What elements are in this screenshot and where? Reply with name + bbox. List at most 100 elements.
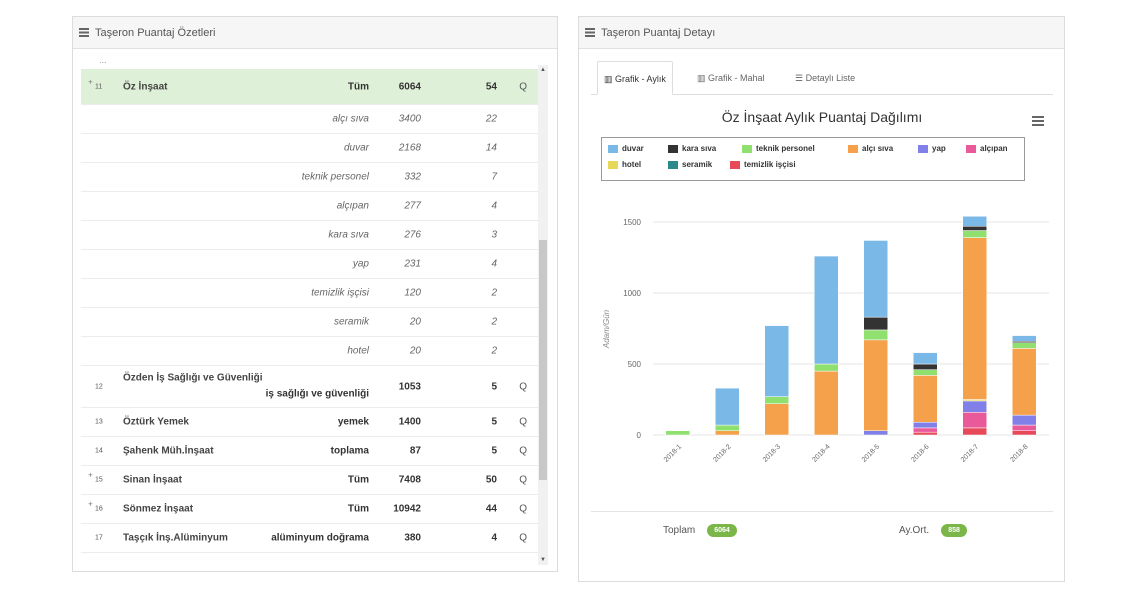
table-row[interactable]: 17 Taşçık İnş.Alüminyum alüminyum doğrama 3… [81, 524, 539, 553]
contractor-name: Taşçık İnş.Alüminyum [123, 532, 228, 544]
legend-item[interactable]: duvar [608, 144, 644, 153]
table-row[interactable]: seramik 20 2 [81, 308, 539, 337]
worker-count: 4 [491, 258, 497, 270]
table-row[interactable]: temizlik işçisi 120 2 [81, 279, 539, 308]
row-id-text: 11 [95, 83, 103, 90]
summary-panel-title: Taşeron Puantaj Özetleri [95, 26, 216, 39]
row-id: +11 [88, 77, 103, 90]
bar-segment [764, 403, 789, 436]
bar-segment [814, 363, 839, 372]
table-row[interactable]: alçı sıva 3400 22 [81, 105, 539, 134]
man-day-value: 7408 [398, 474, 421, 486]
legend-label: yap [932, 144, 946, 153]
legend-item[interactable]: temizlik işçisi [730, 160, 796, 169]
y-axis-label: Adam/Gün [602, 309, 611, 349]
tab-grafik-mahal[interactable]: ▥ Grafik - Mahal [691, 61, 771, 95]
scrollbar-thumb[interactable] [539, 240, 547, 480]
legend-item[interactable]: alçıpan [966, 144, 1008, 153]
worker-count: 44 [485, 503, 497, 515]
legend-item[interactable]: seramik [668, 160, 712, 169]
legend-item[interactable]: teknik personel [742, 144, 815, 153]
scroll-down-arrow-icon[interactable]: ▼ [540, 557, 546, 563]
summary-panel: Taşeron Puantaj Özetleri ... +11 Öz İnşaa… [72, 16, 558, 572]
tab-grafik-aylik[interactable]: ▥ Grafik - Aylık [597, 61, 673, 95]
table-scrollbar[interactable]: ▲ ▼ [538, 65, 548, 565]
table-row[interactable]: alçıpan 277 4 [81, 192, 539, 221]
search-icon[interactable]: Q [519, 381, 527, 392]
table-row[interactable]: duvar 2168 14 [81, 134, 539, 163]
table-row[interactable]: teknik personel 332 7 [81, 163, 539, 192]
average-label: Ay.Ort. [899, 525, 930, 536]
work-type: duvar [343, 142, 369, 154]
legend-swatch [966, 144, 976, 153]
bar-segment [863, 316, 888, 331]
contractor-name: Özden İş Sağlığı ve Güvenliği [123, 372, 263, 384]
row-id-text: 15 [95, 476, 103, 484]
bar-segment [1012, 335, 1037, 342]
detail-panel: Taşeron Puantaj Detayı ▥ Grafik - Aylık … [578, 16, 1065, 582]
legend-label: alçıpan [980, 144, 1008, 153]
bar-segment [913, 431, 938, 436]
table-row[interactable]: kara sıva 276 3 [81, 221, 539, 250]
x-tick-label: 2018-3 [762, 443, 782, 463]
expand-icon[interactable]: + [88, 77, 93, 86]
row-id-text: 17 [95, 534, 103, 542]
table-row[interactable]: 12 Özden İş Sağlığı ve Güvenliği iş sağlığ… [81, 366, 539, 408]
legend-swatch [918, 144, 928, 153]
legend-label: teknik personel [756, 144, 815, 153]
legend-swatch [848, 144, 858, 153]
expand-icon[interactable]: + [88, 499, 93, 509]
scroll-up-arrow-icon[interactable]: ▲ [540, 67, 546, 73]
table-row[interactable]: 14 Şahenk Müh.İnşaat toplama 87 5 Q [81, 437, 539, 466]
worker-count: 4 [491, 200, 497, 212]
search-icon[interactable]: Q [519, 416, 527, 428]
table-row[interactable]: +15 Sinan İnşaat Tüm 7408 50 Q [81, 466, 539, 495]
search-icon[interactable]: Q [519, 474, 527, 486]
bar-segment [962, 427, 987, 436]
table-row[interactable]: +11 Öz İnşaat Tüm 6064 54 Q [81, 69, 539, 105]
legend-swatch [668, 160, 678, 169]
table-row[interactable]: +16 Sönmez İnşaat Tüm 10942 44 Q [81, 495, 539, 524]
row-id-text: 16 [95, 505, 103, 513]
detail-panel-title: Taşeron Puantaj Detayı [601, 26, 716, 39]
legend-item[interactable]: kara sıva [668, 144, 716, 153]
bar-segment [715, 424, 740, 431]
table-icon [585, 28, 595, 37]
search-icon[interactable]: Q [519, 503, 527, 515]
search-icon[interactable]: Q [519, 532, 527, 544]
worker-count: 3 [491, 229, 497, 241]
expand-icon[interactable]: + [88, 470, 93, 480]
search-icon[interactable]: Q [519, 81, 527, 92]
man-day-value: 3400 [398, 113, 421, 125]
man-day-value: 2168 [398, 142, 421, 154]
total-badge: 6064 [707, 524, 737, 537]
work-type: Tüm [347, 81, 369, 92]
table-row[interactable]: hotel 20 2 [81, 337, 539, 366]
legend-item[interactable]: alçı sıva [848, 144, 893, 153]
worker-count: 50 [485, 474, 497, 486]
chart-menu-icon[interactable] [1032, 116, 1044, 126]
man-day-value: 20 [409, 345, 421, 357]
y-tick-label: 500 [628, 360, 642, 369]
bar-segment [1012, 342, 1037, 349]
bar-segment [715, 430, 740, 436]
x-tick-label: 2018-7 [960, 443, 980, 463]
bar-chart-icon: ▥ [604, 74, 616, 84]
man-day-value: 277 [404, 200, 421, 212]
bar-segment [715, 387, 740, 426]
worker-count: 5 [491, 445, 497, 457]
table-row[interactable]: 13 Öztürk Yemek yemek 1400 5 Q [81, 408, 539, 437]
search-icon[interactable]: Q [519, 445, 527, 457]
legend-label: duvar [622, 144, 644, 153]
legend-item[interactable]: hotel [608, 160, 641, 169]
legend-item[interactable]: yap [918, 144, 946, 153]
tab-detayli-liste[interactable]: ☰ Detaylı Liste [789, 61, 861, 95]
worker-count: 2 [491, 287, 497, 299]
man-day-value: 120 [404, 287, 421, 299]
row-id-text: 14 [95, 447, 103, 455]
x-tick-label: 2018-5 [861, 443, 881, 463]
table-row[interactable]: yap 231 4 [81, 250, 539, 279]
detail-tabs: ▥ Grafik - Aylık ▥ Grafik - Mahal ☰ Deta… [591, 61, 1053, 95]
row-id: 12 [95, 383, 103, 390]
